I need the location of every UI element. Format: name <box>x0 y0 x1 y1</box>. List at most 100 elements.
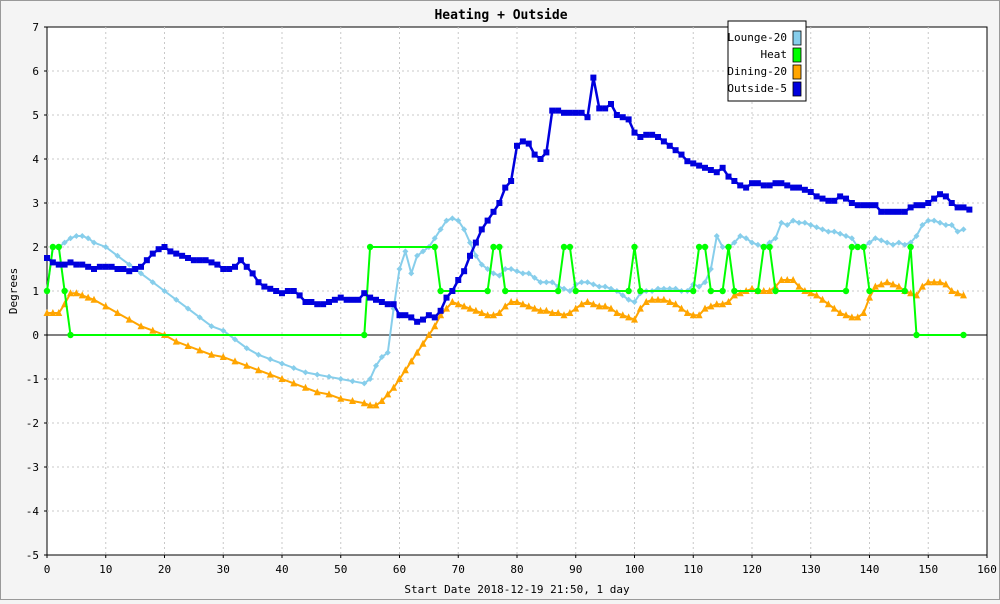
heat-point <box>708 288 714 294</box>
outside-5-point <box>279 290 285 296</box>
outside-5-point <box>655 134 661 140</box>
heat-point <box>849 244 855 250</box>
outside-5-point <box>502 185 508 191</box>
heat-point <box>696 244 702 250</box>
outside-5-point <box>726 174 732 180</box>
outside-5-point <box>285 288 291 294</box>
outside-5-point <box>761 182 767 188</box>
heat-point <box>361 332 367 338</box>
outside-5-point <box>620 114 626 120</box>
x-tick-label: 110 <box>683 563 703 576</box>
legend-label-outside-5: Outside-5 <box>727 82 787 95</box>
legend-label-heat: Heat <box>761 48 788 61</box>
outside-5-point <box>767 182 773 188</box>
outside-5-point <box>608 101 614 107</box>
legend: Lounge-20 Heat Dining-20 Outside-5 <box>727 21 806 101</box>
outside-5-point <box>397 312 403 318</box>
outside-5-point <box>314 301 320 307</box>
heat-point <box>432 244 438 250</box>
outside-5-point <box>491 209 497 215</box>
outside-5-point <box>696 163 702 169</box>
outside-5-point <box>344 297 350 303</box>
outside-5-point <box>643 132 649 138</box>
outside-5-point <box>467 253 473 259</box>
outside-5-point <box>120 266 126 272</box>
legend-swatch-outside-5 <box>793 82 801 96</box>
y-tick-label: -2 <box>26 417 39 430</box>
outside-5-point <box>361 290 367 296</box>
x-tick-label: 20 <box>158 563 171 576</box>
heat-point <box>437 288 443 294</box>
outside-5-point <box>579 110 585 116</box>
outside-5-point <box>825 198 831 204</box>
outside-5-point <box>561 110 567 116</box>
outside-5-point <box>908 204 914 210</box>
heat-point <box>561 244 567 250</box>
heat-point <box>755 288 761 294</box>
outside-5-point <box>461 268 467 274</box>
outside-5-point <box>596 105 602 111</box>
outside-5-point <box>291 288 297 294</box>
outside-5-point <box>690 160 696 166</box>
legend-swatch-dining-20 <box>793 65 801 79</box>
heat-point <box>573 288 579 294</box>
outside-5-point <box>79 262 85 268</box>
x-tick-label: 160 <box>977 563 997 576</box>
outside-5-point <box>790 185 796 191</box>
outside-5-point <box>961 204 967 210</box>
outside-5-point <box>919 202 925 208</box>
outside-5-point <box>256 279 262 285</box>
heat-point <box>56 244 62 250</box>
outside-5-point <box>209 259 215 265</box>
heat-point <box>625 288 631 294</box>
outside-5-point <box>585 114 591 120</box>
heat-point <box>484 288 490 294</box>
outside-5-point <box>814 193 820 199</box>
outside-5-point <box>44 255 50 261</box>
outside-5-point <box>115 266 121 272</box>
outside-5-point <box>867 202 873 208</box>
outside-5-point <box>508 178 514 184</box>
outside-5-point <box>749 180 755 186</box>
heat-point <box>367 244 373 250</box>
outside-5-point <box>338 295 344 301</box>
outside-5-point <box>197 257 203 263</box>
outside-5-point <box>62 262 68 268</box>
outside-5-point <box>203 257 209 263</box>
y-tick-label: 0 <box>32 329 39 342</box>
legend-label-dining-20: Dining-20 <box>727 65 787 78</box>
x-axis-label: Start Date 2018-12-19 21:50, 1 day <box>404 583 630 596</box>
outside-5-point <box>367 295 373 301</box>
outside-5-point <box>414 319 420 325</box>
legend-swatch-heat <box>793 48 801 62</box>
outside-5-point <box>514 143 520 149</box>
y-tick-label: 3 <box>32 197 39 210</box>
outside-5-point <box>250 270 256 276</box>
heat-point <box>766 244 772 250</box>
outside-5-point <box>884 209 890 215</box>
x-tick-label: 150 <box>918 563 938 576</box>
outside-5-point <box>861 202 867 208</box>
y-tick-label: -4 <box>26 505 40 518</box>
outside-5-point <box>444 295 450 301</box>
outside-5-point <box>402 312 408 318</box>
outside-5-point <box>602 105 608 111</box>
outside-5-point <box>350 297 356 303</box>
legend-label-lounge-20: Lounge-20 <box>727 31 787 44</box>
x-tick-label: 80 <box>510 563 523 576</box>
heat-point <box>637 288 643 294</box>
outside-5-point <box>68 259 74 265</box>
heat-point <box>960 332 966 338</box>
outside-5-point <box>849 200 855 206</box>
heat-point <box>567 244 573 250</box>
outside-5-point <box>438 308 444 314</box>
outside-5-point <box>955 204 961 210</box>
heat-point <box>866 288 872 294</box>
outside-5-point <box>373 297 379 303</box>
x-tick-label: 130 <box>801 563 821 576</box>
heat-point <box>719 288 725 294</box>
x-tick-label: 60 <box>393 563 406 576</box>
outside-5-point <box>420 317 426 323</box>
outside-5-point <box>138 264 144 270</box>
